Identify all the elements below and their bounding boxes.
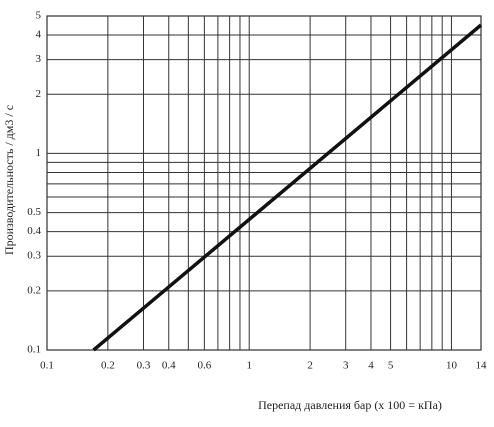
x-tick-label: 14 (476, 360, 488, 372)
y-tick-label: 0.1 (27, 344, 41, 356)
x-tick-label: 3 (343, 360, 349, 372)
y-tick-label: 0.2 (27, 284, 41, 296)
x-tick-label: 0.4 (162, 360, 176, 372)
x-tick-label: 0.6 (197, 360, 211, 372)
y-axis-label: Производительность / дм3 / с (2, 105, 16, 255)
x-axis-label: Перепад давления бар (x 100 = кПа) (258, 398, 442, 412)
x-tick-label: 5 (388, 360, 394, 372)
x-tick-label: 0.2 (101, 360, 115, 372)
x-tick-label: 10 (446, 360, 458, 372)
y-tick-label: 4 (36, 29, 42, 41)
data-line (92, 23, 483, 352)
y-tick-label: 0.4 (27, 225, 41, 237)
y-tick-label: 5 (36, 10, 42, 22)
x-tick-label: 2 (307, 360, 313, 372)
x-tick-label: 0.1 (40, 360, 54, 372)
plot-frame (46, 15, 482, 351)
y-tick-label: 0.5 (27, 206, 41, 218)
x-tick-label: 4 (368, 360, 374, 372)
y-tick-label: 3 (36, 53, 42, 65)
x-tick-label: 1 (246, 360, 252, 372)
y-tick-label: 1 (36, 147, 42, 159)
x-tick-label: 0.3 (137, 360, 151, 372)
y-tick-label: 2 (36, 88, 42, 100)
y-tick-label: 0.3 (27, 250, 41, 262)
